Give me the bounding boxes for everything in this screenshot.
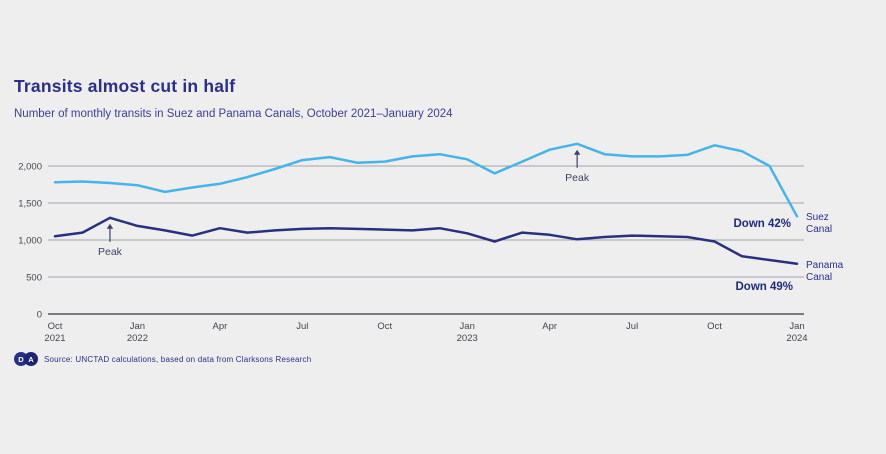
panama-canal-line [53,216,799,265]
source-row: D A Source: UNCTAD calculations, based o… [14,352,311,366]
suez-series-label: Suez Canal [806,212,833,235]
x-tick-month: Jul [626,321,638,332]
x-tick-month: Apr [542,321,557,332]
panama-series-label: Panama Canal [806,260,844,283]
x-tick-month: Oct [707,321,722,332]
panama-down-annotation: Down 49% [735,281,793,293]
x-tick-month: Oct [48,321,63,332]
source-text: Source: UNCTAD calculations, based on da… [44,354,312,364]
x-tick-month: Jan [460,321,475,332]
peak-label: Peak [565,172,590,184]
y-tick-label: 500 [26,273,42,284]
y-tick-label: 1,000 [18,236,42,247]
suez-canal-line [53,142,799,218]
logo-circle-a: A [24,352,38,366]
y-tick-label: 2,000 [18,162,42,173]
x-tick-year: 2022 [127,333,148,344]
chart-title: Transits almost cut in half [14,76,236,96]
x-tick-year: 2021 [44,333,65,344]
suez-down-annotation: Down 42% [733,218,791,230]
x-tick-month: Jul [296,321,308,332]
x-tick-month: Jan [130,321,145,332]
chart-subtitle: Number of monthly transits in Suez and P… [14,108,453,120]
y-tick-label: 0 [37,310,42,321]
peak-arrowhead [573,149,581,155]
peak-label: Peak [98,246,123,258]
x-tick-month: Jan [789,321,804,332]
x-tick-month: Oct [377,321,392,332]
y-tick-label: 1,500 [18,199,42,210]
x-tick-year: 2024 [786,333,807,344]
peak-arrowhead [106,223,114,229]
unctad-data-logo-icon: D A [14,352,38,366]
x-tick-month: Apr [212,321,227,332]
x-tick-year: 2023 [457,333,478,344]
